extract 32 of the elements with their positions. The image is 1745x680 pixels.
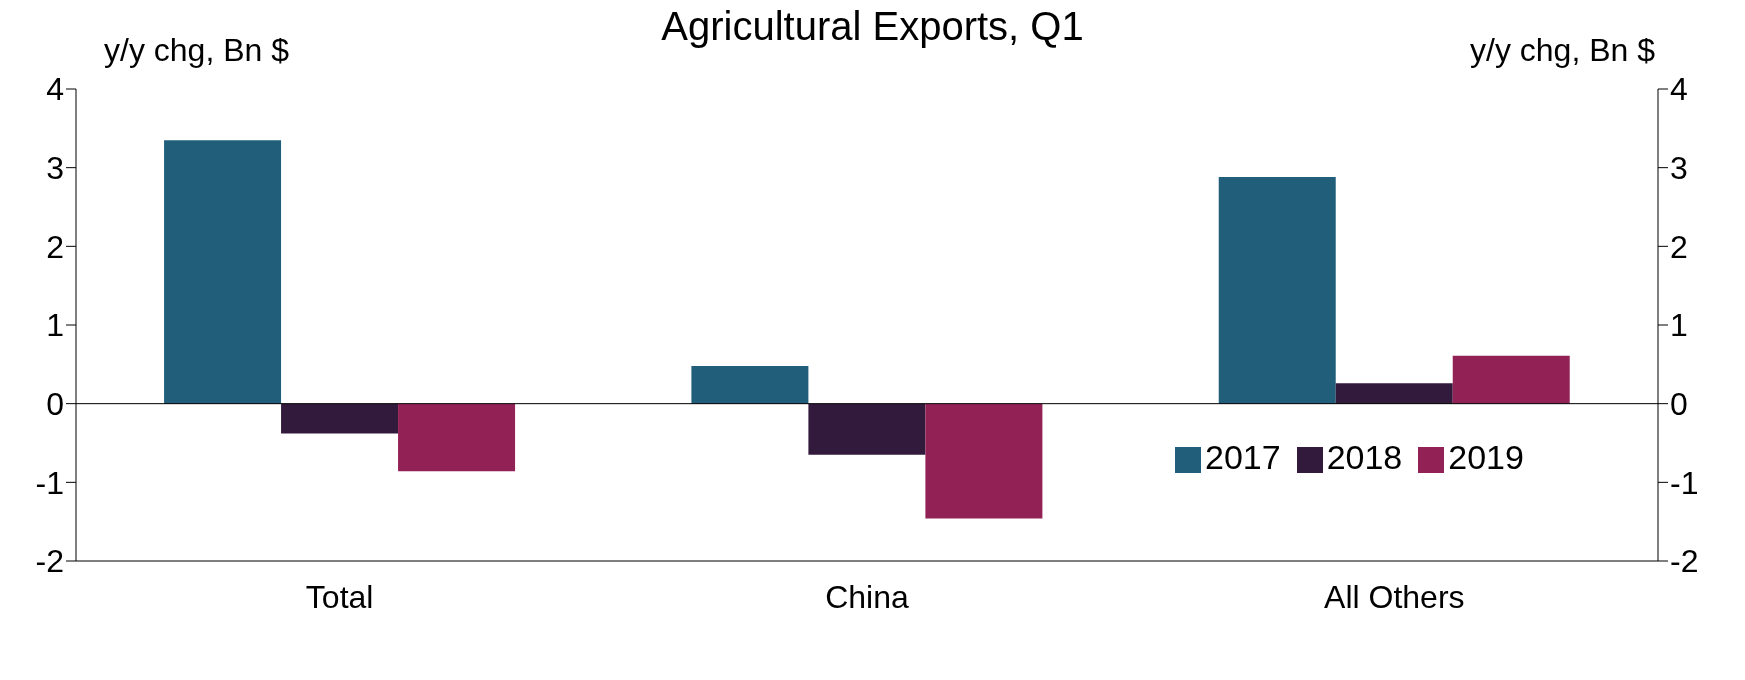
- legend-label: 2019: [1448, 438, 1524, 476]
- y2-tick-label: 2: [1670, 228, 1688, 265]
- y2-tick-label: 3: [1670, 150, 1688, 187]
- y2-tick-label: -2: [1670, 543, 1699, 580]
- y2-axis-title: y/y chg, Bn $: [1470, 32, 1655, 69]
- x-tick-label: All Others: [1324, 578, 1465, 615]
- y-tick-label: 3: [46, 150, 64, 187]
- bar: [281, 403, 399, 434]
- y-tick-label: 2: [46, 228, 64, 265]
- x-tick-label: China: [825, 578, 910, 615]
- y2-tick-label: -1: [1670, 464, 1699, 501]
- y2-tick-label: 4: [1670, 71, 1688, 108]
- legend-label: 2018: [1326, 438, 1403, 476]
- bar: [164, 140, 282, 404]
- bar: [398, 403, 516, 472]
- legend-label: 2017: [1205, 438, 1281, 476]
- y-tick-label: 1: [46, 307, 64, 344]
- y-tick-label: 4: [46, 71, 64, 108]
- x-tick-label: Total: [305, 578, 374, 615]
- bar: [691, 365, 809, 404]
- y2-tick-label: 1: [1670, 307, 1688, 344]
- chart-title: Agricultural Exports, Q1: [661, 4, 1084, 48]
- bar: [1218, 177, 1336, 404]
- bar: [808, 403, 926, 455]
- y-tick-label: -1: [35, 464, 64, 501]
- y-tick-label: 0: [46, 386, 64, 423]
- bar: [925, 403, 1043, 519]
- bar: [1335, 383, 1453, 404]
- y2-tick-label: 0: [1670, 386, 1688, 423]
- y-axis-title: y/y chg, Bn $: [104, 32, 289, 69]
- bar: [1452, 355, 1570, 404]
- y-tick-label: -2: [35, 543, 64, 580]
